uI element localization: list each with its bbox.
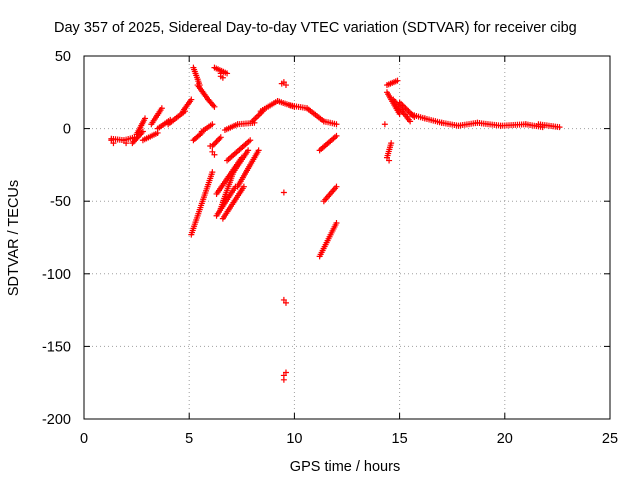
data-segment (133, 115, 149, 138)
data-segment (455, 119, 481, 129)
data-segment (234, 147, 262, 190)
data-point (209, 169, 216, 176)
data-segment (383, 140, 395, 161)
y-tick-label: 50 (55, 49, 71, 65)
data-point (333, 183, 340, 190)
y-tick-label: -200 (42, 412, 71, 428)
data-point (158, 105, 165, 112)
data-segment (205, 96, 218, 110)
data-segment (316, 219, 340, 260)
data-point (216, 135, 223, 142)
data-point (212, 140, 219, 147)
y-axis-label: SDTVAR / TECUs (6, 180, 22, 296)
x-tick-label: 15 (392, 431, 408, 447)
data-segment (219, 183, 247, 222)
data-point (211, 151, 218, 158)
data-point (282, 82, 289, 89)
data-point (333, 132, 340, 139)
data-point (333, 121, 340, 128)
data-point (139, 128, 146, 135)
data-point (396, 111, 403, 118)
y-tick-label: -150 (42, 339, 71, 355)
data-segment (148, 105, 165, 128)
data-point (255, 147, 262, 154)
data-point (240, 183, 247, 190)
data-point (280, 189, 287, 196)
data-series (108, 64, 563, 383)
data-segment (320, 118, 340, 128)
data-segment (211, 64, 231, 77)
data-segment (190, 129, 205, 144)
data-point (209, 121, 216, 128)
data-segment (198, 121, 216, 135)
x-tick-label: 20 (497, 431, 513, 447)
data-segment (497, 121, 529, 129)
data-point (217, 70, 224, 77)
data-segment (320, 183, 340, 205)
data-point (214, 137, 221, 144)
data-point (211, 103, 218, 110)
data-point (333, 219, 340, 226)
data-point (219, 74, 226, 81)
data-point (213, 138, 220, 145)
data-point (280, 376, 287, 383)
data-point (247, 137, 254, 144)
x-tick-label: 5 (185, 431, 193, 447)
plot-frame (83, 55, 611, 420)
y-tick-labels: -200 -150 -100 -50 0 50 (42, 49, 71, 428)
data-point (386, 157, 393, 164)
chart-title: Day 357 of 2025, Sidereal Day-to-day VTE… (54, 20, 577, 36)
data-segment (179, 96, 195, 115)
data-segment (230, 147, 252, 176)
data-segment (139, 129, 161, 144)
data-point (381, 121, 388, 128)
data-point (123, 140, 130, 147)
y-tick-label: -100 (42, 267, 71, 283)
data-point (388, 140, 395, 147)
data-segment (190, 64, 203, 89)
data-segment (188, 169, 216, 238)
data-point (110, 140, 117, 147)
x-axis-label: GPS time / hours (290, 459, 400, 475)
data-segment (316, 132, 340, 154)
data-point (210, 141, 217, 148)
data-point (224, 70, 231, 77)
data-point (394, 77, 401, 84)
data-point (188, 96, 195, 103)
data-segment (383, 77, 401, 89)
x-tick-labels: 0 5 10 15 20 25 (80, 431, 618, 447)
data-segment (224, 137, 254, 164)
data-point (282, 299, 289, 306)
y-tick-label: 0 (63, 122, 71, 138)
data-segment (209, 134, 224, 150)
data-point (207, 143, 214, 150)
x-tick-label: 0 (80, 431, 88, 447)
y-tick-label: -50 (50, 194, 71, 210)
data-point (282, 369, 289, 376)
x-tick-label: 25 (602, 431, 618, 447)
data-point (407, 118, 414, 125)
data-point (245, 147, 252, 154)
data-point (556, 124, 563, 131)
data-segment (390, 96, 414, 125)
axis-ticks (83, 55, 611, 420)
data-point (142, 115, 149, 122)
data-segment (535, 121, 563, 131)
data-point (217, 134, 224, 141)
data-segment (474, 119, 504, 129)
x-tick-label: 10 (286, 431, 302, 447)
